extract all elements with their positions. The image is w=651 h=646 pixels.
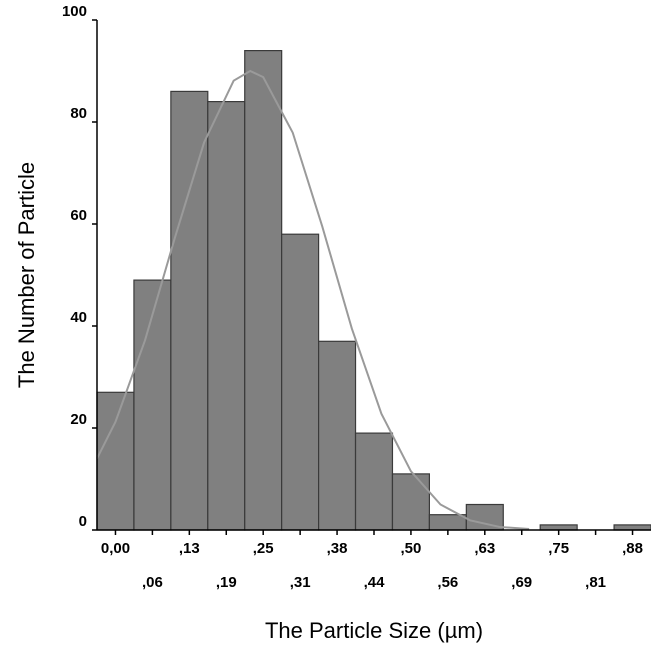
bar xyxy=(244,49,283,531)
x-tick-label: ,63 xyxy=(474,540,495,557)
x-tick-label: ,19 xyxy=(216,574,237,591)
x-tick-label: ,56 xyxy=(437,574,458,591)
bar xyxy=(354,432,394,531)
bar xyxy=(391,473,431,531)
x-tick-label: ,81 xyxy=(585,574,606,591)
x-axis-title: The Particle Size (µm) xyxy=(265,618,483,643)
y-tick-label: 60 xyxy=(70,207,87,224)
x-tick-label: ,31 xyxy=(290,574,311,591)
x-tick-label: ,06 xyxy=(142,574,163,591)
x-tick-label: ,25 xyxy=(253,540,274,557)
x-tick-label: ,38 xyxy=(327,540,348,557)
x-tick-label: ,75 xyxy=(548,540,569,557)
y-tick-label: 20 xyxy=(70,411,87,428)
bar xyxy=(96,391,135,531)
bar xyxy=(207,100,246,531)
y-tick-label: 80 xyxy=(70,105,87,122)
x-tick-label: 0,00 xyxy=(101,540,130,557)
y-tick-label: 0 xyxy=(79,513,87,530)
bar xyxy=(539,524,578,531)
x-tick-label: ,88 xyxy=(622,540,643,557)
bar xyxy=(170,90,209,531)
fit-curve xyxy=(96,69,530,530)
x-tick-label: ,44 xyxy=(364,574,386,591)
bar xyxy=(613,524,651,531)
x-tick-label: ,13 xyxy=(179,540,200,557)
bar xyxy=(281,233,320,531)
y-tick-label: 40 xyxy=(70,309,87,326)
y-tick-label: 100 xyxy=(62,3,87,20)
bar xyxy=(133,279,172,531)
y-axis-title: The Number of Particle xyxy=(14,162,39,388)
bar xyxy=(428,514,467,531)
x-tick-label: ,50 xyxy=(401,540,422,557)
x-tick-label: ,69 xyxy=(511,574,532,591)
bar xyxy=(318,340,357,531)
